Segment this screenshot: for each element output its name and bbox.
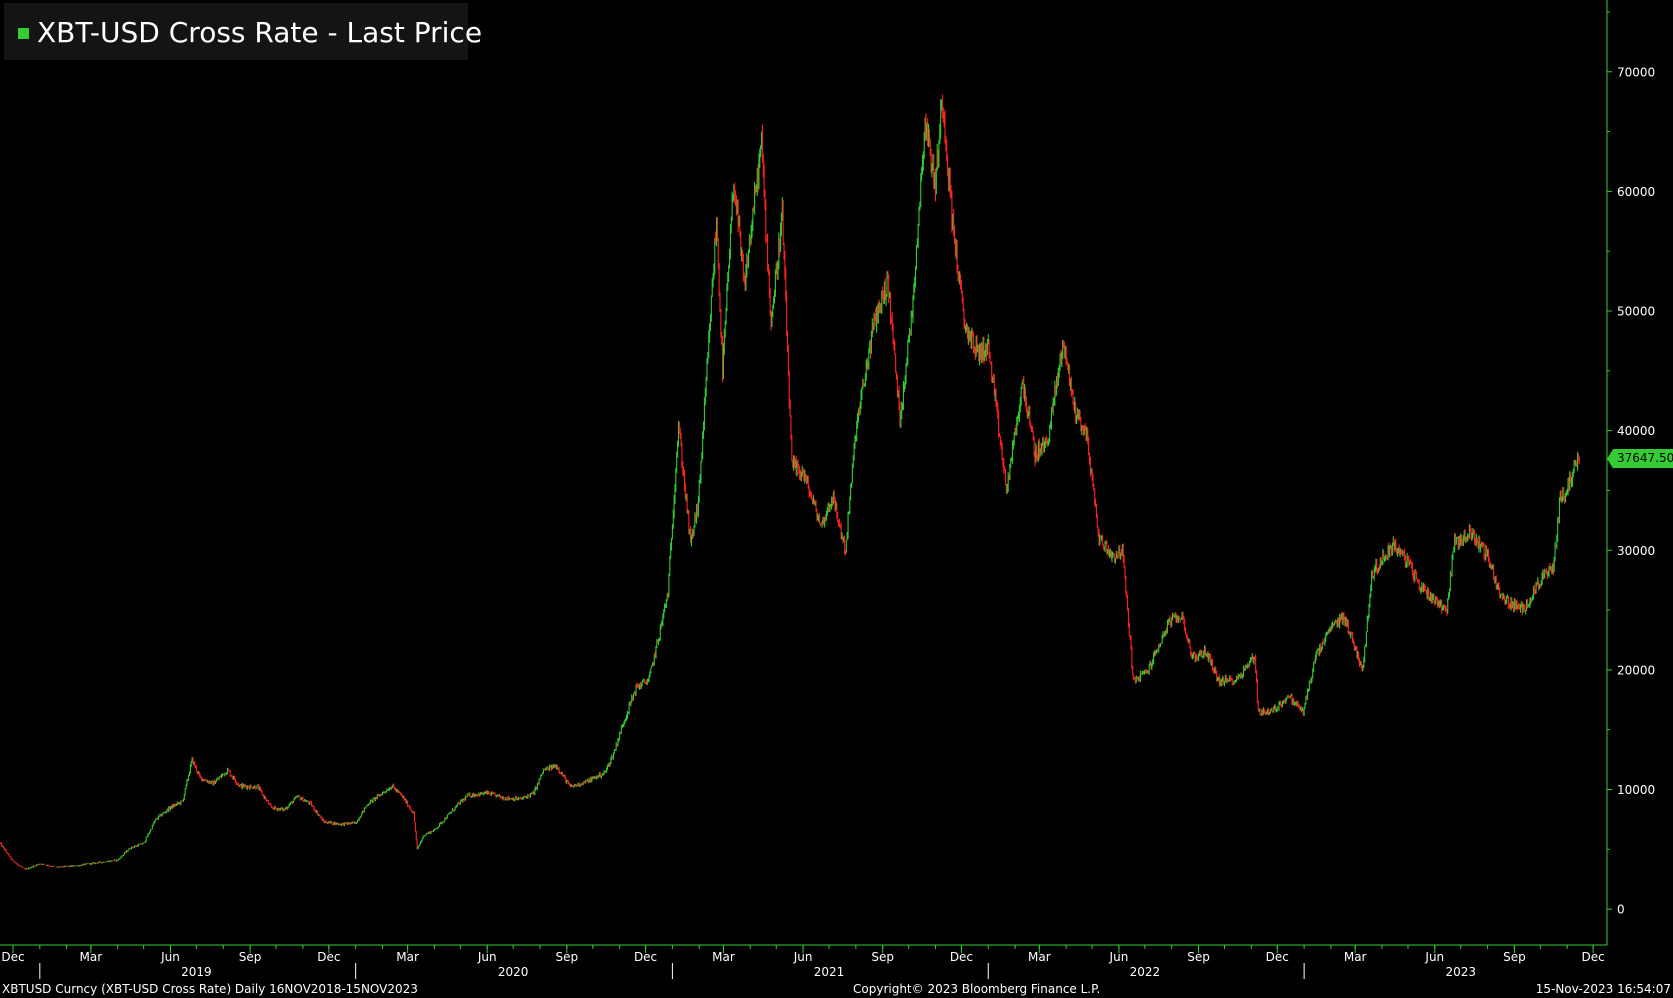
y-tick-label: 20000 [1617,663,1655,677]
footer-security: XBTUSD Curncy (XBT-USD Cross Rate) Daily… [2,982,418,996]
x-tick-label: Mar [1344,950,1367,964]
last-price-pointer [1607,449,1613,469]
footer-timestamp: 15-Nov-2023 16:54:07 [1535,982,1671,996]
y-tick-label: 40000 [1617,424,1655,438]
legend-label: XBT-USD Cross Rate - Last Price [37,16,483,49]
x-tick-label: Mar [396,950,419,964]
x-tick-label: Sep [871,950,894,964]
x-tick-label: Mar [1028,950,1051,964]
y-tick-label: 10000 [1617,783,1655,797]
x-tick-label: Dec [950,950,973,964]
x-tick-label: Jun [793,950,813,964]
x-tick-label: Dec [317,950,340,964]
legend-swatch [18,28,29,39]
x-year-label: 2021 [814,965,845,979]
x-tick-label: Jun [1109,950,1129,964]
y-tick-label: 70000 [1617,65,1655,79]
x-tick-label: Jun [477,950,497,964]
x-year-label: 2022 [1130,965,1161,979]
last-price-tag: 37647.50 [1613,449,1673,469]
x-tick-label: Dec [634,950,657,964]
x-year-label: 2019 [181,965,212,979]
x-tick-label: Sep [1187,950,1210,964]
x-tick-label: Dec [1266,950,1289,964]
x-tick-label: Sep [556,950,579,964]
y-tick-label: 50000 [1617,305,1655,319]
footer-copyright: Copyright© 2023 Bloomberg Finance L.P. [853,982,1101,996]
legend: XBT-USD Cross Rate - Last Price [4,3,482,60]
x-tick-label: Mar [80,950,103,964]
y-axis: 0 10000 20000 30000 40000 50000 60000 70000 [1606,0,1655,945]
x-tick-label: Jun [1424,950,1444,964]
x-year-label: 2020 [498,965,529,979]
x-tick-label: Jun [160,950,180,964]
x-year-label: 2023 [1445,965,1476,979]
x-tick-label: Sep [239,950,262,964]
y-tick-label: 30000 [1617,544,1655,558]
x-axis: Dec Mar Jun Sep Dec Mar Jun Sep Dec Mar Jun Sep Dec M… [0,944,1607,979]
x-tick-label: Dec [1582,950,1605,964]
x-tick-label: Sep [1503,950,1526,964]
x-tick-label: Dec [1,950,24,964]
y-tick-label: 0 [1617,903,1625,917]
x-tick-label: Mar [712,950,735,964]
y-tick-label: 60000 [1617,185,1655,199]
price-series [0,94,1580,870]
